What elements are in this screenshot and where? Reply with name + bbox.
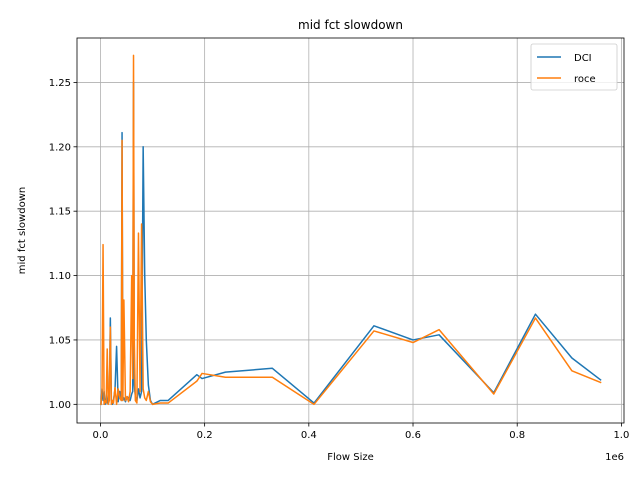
- x-axis-offset-label: 1e6: [605, 452, 624, 463]
- series-line-roce: [100, 54, 602, 406]
- y-tick-label: 1.20: [49, 142, 71, 153]
- y-tick-label: 1.10: [49, 271, 71, 282]
- x-tick-label: 0.4: [301, 430, 317, 441]
- legend-label-dci: DCI: [574, 53, 592, 64]
- x-axis-label: Flow Size: [327, 452, 374, 463]
- x-tick-label: 0.6: [405, 430, 421, 441]
- x-tick-label: 0.2: [197, 430, 213, 441]
- series-layer: [100, 54, 602, 406]
- x-tick-label: 0.8: [509, 430, 525, 441]
- y-tick-label: 1.25: [49, 78, 71, 89]
- y-tick-label: 1.15: [49, 207, 71, 218]
- y-tick-label: 1.00: [49, 400, 71, 411]
- legend: DCI roce: [530, 43, 618, 91]
- legend-label-roce: roce: [574, 74, 596, 85]
- x-axis: 0.0 0.2 0.4 0.6 0.8 1.0: [92, 423, 629, 441]
- x-tick-label: 0.0: [92, 430, 108, 441]
- y-axis: 1.00 1.05 1.10 1.15 1.20 1.25: [49, 78, 77, 411]
- grid-lines: [77, 38, 624, 423]
- plot-frame: [76, 37, 625, 424]
- y-tick-label: 1.05: [49, 335, 71, 346]
- chart-title: mid fct slowdown: [298, 18, 403, 32]
- x-tick-label: 1.0: [613, 430, 629, 441]
- y-axis-label: mid fct slowdown: [17, 187, 28, 274]
